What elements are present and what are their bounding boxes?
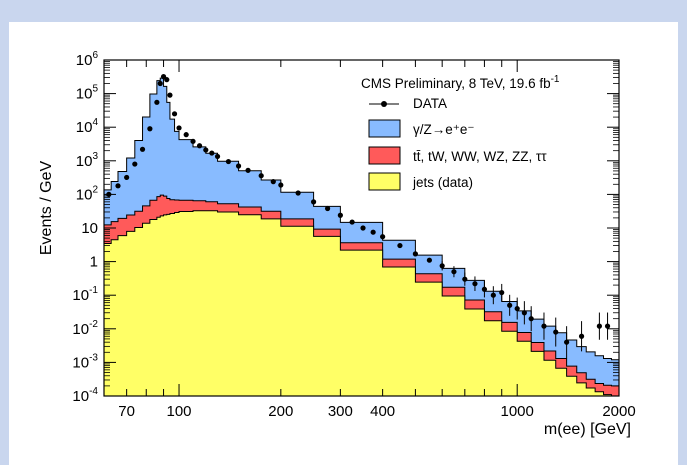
data-point: [258, 173, 264, 179]
data-point: [426, 257, 432, 263]
data-point: [412, 251, 418, 257]
y-tick-label: 1: [90, 254, 98, 271]
legend-swatch: [368, 172, 401, 191]
y-tick-label: 10-4: [72, 386, 98, 405]
plot-frame: [103, 59, 620, 397]
data-point: [203, 147, 209, 153]
data-point: [132, 161, 138, 167]
x-tick-label: 100: [167, 403, 192, 420]
data-point: [190, 138, 196, 144]
x-tick-label: 70: [118, 403, 135, 420]
data-point: [310, 199, 317, 205]
data-point: [164, 77, 170, 83]
data-point: [528, 316, 534, 322]
data-point: [604, 323, 611, 329]
data-point: [337, 212, 343, 218]
y-tick-label: 102: [76, 184, 99, 203]
data-point: [481, 286, 488, 292]
x-tick-label: 300: [328, 403, 353, 420]
data-point: [578, 333, 585, 339]
legend-swatch: [368, 119, 401, 138]
x-axis-label: m(ee) [GeV]: [544, 421, 631, 438]
y-axis-label: Events / GeV: [38, 161, 55, 256]
data-point: [235, 163, 242, 169]
data-point: [295, 190, 301, 196]
data-point: [596, 323, 602, 329]
chart: 10-4 10-3 10-2 10-1 1 10 102 103 104 105 106 70 100 2…: [38, 50, 636, 438]
data-point: [157, 80, 163, 87]
data-point: [472, 281, 478, 287]
figure-panel: 10-4 10-3 10-2 10-1 1 10 102 103 104 105 106 70 100 2…: [9, 22, 678, 465]
data-point: [245, 167, 251, 173]
x-tick-label: 2000: [602, 403, 635, 420]
legend-title: CMS Preliminary, 8 TeV, 19.6 fb-1: [361, 74, 560, 91]
data-point: [324, 205, 331, 212]
data-point: [370, 229, 376, 235]
y-tick-label: 105: [76, 84, 99, 103]
x-tick-label: 1000: [501, 403, 534, 420]
y-tick-label: 103: [76, 151, 99, 170]
legend-marker-dot: [381, 101, 387, 107]
data-point: [541, 323, 547, 329]
x-tick-label: 400: [370, 403, 395, 420]
data-point: [225, 158, 232, 165]
data-point: [490, 292, 496, 298]
data-point: [349, 219, 355, 225]
legend-label: jets (data): [412, 175, 473, 190]
data-point: [360, 225, 366, 231]
data-point: [521, 310, 527, 316]
data-point: [507, 302, 513, 308]
data-point: [214, 153, 221, 160]
data-point: [176, 125, 182, 131]
data-point: [380, 234, 386, 240]
data-point: [115, 183, 121, 189]
data-point: [397, 242, 403, 249]
y-tick-label: 104: [76, 117, 99, 136]
data-point: [196, 143, 203, 149]
data-point: [439, 263, 445, 269]
legend-label: tt̄, tW, WW, WZ, ZZ, ττ: [413, 149, 547, 164]
data-point: [553, 329, 559, 335]
data-point: [462, 276, 468, 282]
y-tick-label: 10: [81, 220, 98, 237]
legend-swatch: [368, 146, 401, 165]
y-tick-label: 10-2: [72, 319, 98, 338]
legend: CMS Preliminary, 8 TeV, 19.6 fb-1 DATA γ/Z…: [361, 74, 560, 191]
data-point: [278, 182, 284, 188]
data-point: [451, 269, 457, 275]
data-point: [167, 92, 173, 98]
data-point: [147, 126, 153, 132]
data-point: [564, 339, 570, 345]
x-tick-label: 200: [268, 403, 293, 420]
y-tick-label: 106: [76, 50, 99, 69]
y-tick-label: 10-3: [72, 352, 98, 371]
data-point: [154, 99, 160, 105]
data-point: [171, 111, 178, 117]
data-point: [183, 132, 189, 138]
data-point: [514, 305, 520, 312]
data-point: [124, 174, 130, 181]
legend-label-data: DATA: [413, 96, 447, 111]
data-point: [499, 289, 505, 296]
y-tick-label: 10-1: [72, 285, 98, 304]
data-point: [209, 150, 215, 156]
data-point: [106, 191, 112, 197]
data-point: [139, 146, 146, 152]
legend-label: γ/Z→e⁺e⁻: [413, 122, 475, 137]
series-jets-data: [104, 210, 619, 396]
data-point: [270, 179, 276, 185]
